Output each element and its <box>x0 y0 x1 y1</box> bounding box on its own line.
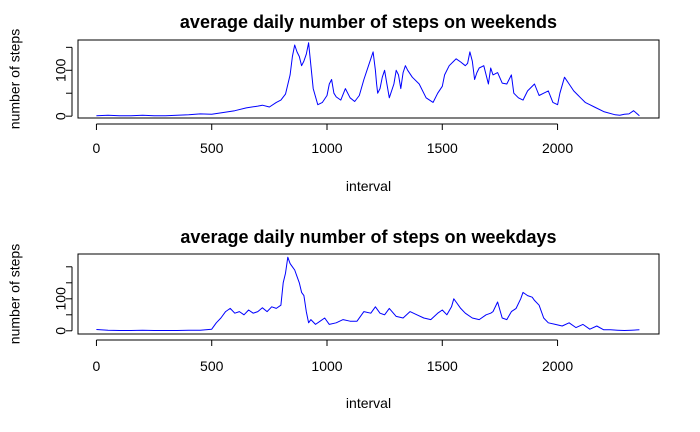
plot-frame <box>77 39 660 119</box>
x-tick-label: 1500 <box>427 140 458 156</box>
series-line <box>96 42 640 117</box>
plot-frame <box>77 253 660 335</box>
x-tick-label: 2000 <box>542 358 573 374</box>
x-tick-label: 1000 <box>311 358 342 374</box>
chart-title: average daily number of steps on weekend… <box>180 12 557 32</box>
x-tick-label: 500 <box>200 140 224 156</box>
y-axis-label: number of steps <box>7 29 23 129</box>
y-axis-label: number of steps <box>7 244 23 344</box>
x-tick-label: 2000 <box>542 140 573 156</box>
x-tick-label: 0 <box>93 140 101 156</box>
x-tick-label: 1500 <box>427 358 458 374</box>
x-axis-label: interval <box>346 395 391 411</box>
y-tick-label: 100 <box>53 287 69 311</box>
x-axis-label: interval <box>346 178 391 194</box>
y-tick-label: 0 <box>53 112 69 120</box>
y-tick-label: 0 <box>53 327 69 335</box>
x-tick-label: 0 <box>93 358 101 374</box>
x-tick-label: 500 <box>200 358 224 374</box>
x-tick-label: 1000 <box>311 140 342 156</box>
y-tick-label: 100 <box>53 58 69 82</box>
series-line <box>96 256 640 331</box>
chart-title: average daily number of steps on weekday… <box>180 227 556 247</box>
